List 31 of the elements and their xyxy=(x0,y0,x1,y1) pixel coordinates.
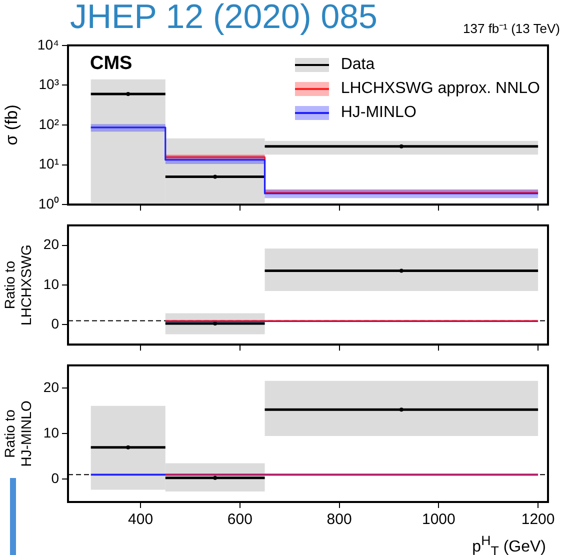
y-tick-label: 0 xyxy=(51,470,60,486)
legend-label: Data xyxy=(340,56,375,74)
point xyxy=(399,144,404,148)
y-tick-label: 0 xyxy=(51,316,60,332)
legend-label: LHCHXSWG approx. NNLO xyxy=(340,80,540,98)
annotation: CMS xyxy=(90,53,132,76)
x-tick-label: 800 xyxy=(326,511,352,528)
x-tick-label: 1000 xyxy=(422,511,456,528)
y-tick-label: 10⁰ xyxy=(38,195,59,212)
point xyxy=(213,174,218,179)
x-tick-label: 400 xyxy=(128,511,154,528)
y-axis-title: σ (fb) xyxy=(2,104,21,146)
point xyxy=(213,476,218,480)
y-tick-label: 10 xyxy=(43,276,60,292)
y-tick-label: 10⁴ xyxy=(37,36,59,52)
chart-title: JHEP 12 (2020) 085 xyxy=(70,0,378,37)
y-axis-title: Ratio to LHCHXSWG xyxy=(1,244,34,326)
legend-label: HJ-MINLO xyxy=(340,104,416,122)
text: 137 fb⁻¹ (13 TeV) xyxy=(463,20,560,38)
y-axis-title: Ratio to HJ-MINLO xyxy=(1,400,34,467)
x-tick-label: 1200 xyxy=(521,511,555,528)
y-tick-label: 10¹ xyxy=(38,156,60,172)
x-tick-label: 600 xyxy=(227,511,252,528)
y-tick-label: 10² xyxy=(38,116,60,132)
point xyxy=(126,92,130,96)
y-tick-label: 10 xyxy=(43,424,60,441)
y-tick-label: 20 xyxy=(43,236,60,252)
point xyxy=(126,445,130,450)
y-tick-label: 20 xyxy=(43,379,60,396)
y-tick-label: 10³ xyxy=(38,76,60,92)
point xyxy=(399,408,404,412)
